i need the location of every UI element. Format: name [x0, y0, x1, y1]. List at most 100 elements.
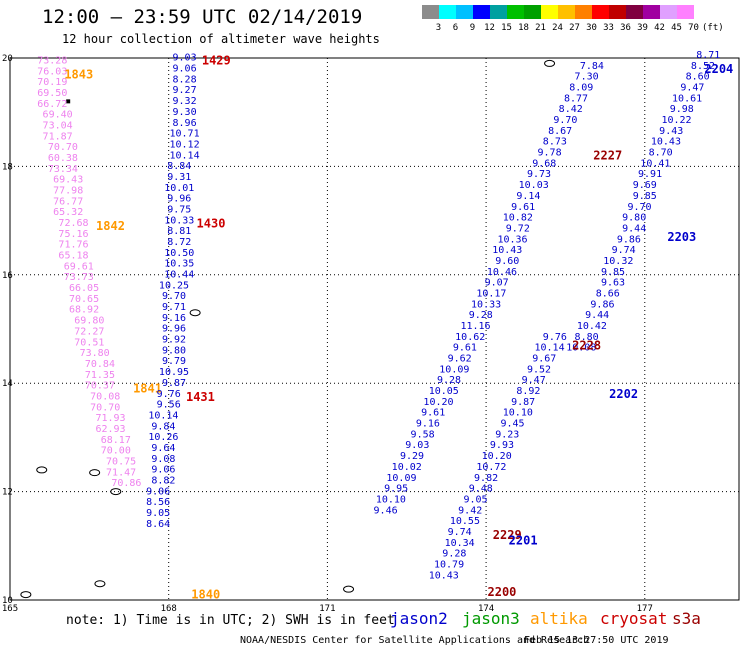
swh-value: 62.93 [95, 424, 125, 435]
swh-value: 9.61 [453, 343, 477, 354]
page-subtitle: 12 hour collection of altimeter wave hei… [62, 32, 380, 46]
swh-value: 9.06 [173, 64, 197, 75]
scale-label: 39 [637, 23, 648, 33]
swh-value: 71.87 [43, 131, 73, 142]
swh-value: 8.60 [686, 72, 710, 83]
pass-label: 1841 [133, 382, 162, 396]
swh-value: 9.82 [474, 473, 498, 484]
swh-value: 10.08 [566, 343, 596, 354]
scale-label: 3 [435, 23, 442, 33]
swh-value: 9.46 [374, 505, 398, 516]
swh-value: 9.05 [146, 508, 170, 519]
pass-label: 2201 [509, 533, 538, 547]
swh-value: 8.66 [596, 288, 620, 299]
swh-value: 8.70 [649, 148, 673, 159]
swh-value: 9.16 [162, 313, 186, 324]
swh-value: 9.56 [157, 400, 181, 411]
swh-value: 9.06 [151, 465, 175, 476]
legend-jason2: jason2 [390, 609, 448, 628]
timestamp-text: Feb 15 13:27:50 UTC 2019 [524, 635, 669, 646]
swh-value: 69.50 [37, 88, 67, 99]
swh-value: 10.43 [651, 137, 681, 148]
swh-value: 68.17 [101, 435, 131, 446]
swh-value: 70.86 [111, 478, 141, 489]
swh-value: 10.03 [519, 180, 549, 191]
swh-value: 10.33 [164, 215, 194, 226]
swh-value: 9.85 [601, 267, 625, 278]
swh-value: 10.09 [386, 473, 416, 484]
swh-value: 65.32 [53, 207, 83, 218]
swh-value: 9.05 [463, 494, 487, 505]
swh-value: 10.22 [661, 115, 691, 126]
x-tick-label: 168 [161, 604, 177, 614]
swh-value: 10.82 [503, 213, 533, 224]
swh-value: 8.64 [146, 519, 170, 530]
swh-value: 8.42 [559, 104, 583, 115]
swh-value: 9.28 [442, 549, 466, 560]
swh-value: 66.72 [37, 99, 67, 110]
swh-value: 10.20 [423, 397, 453, 408]
swh-value: 77.98 [53, 186, 83, 197]
swh-value: 10.44 [164, 270, 194, 281]
swh-value: 8.81 [167, 226, 191, 237]
swh-value: 9.79 [162, 356, 186, 367]
scale-swatch [592, 5, 609, 19]
swh-value: 10.35 [164, 259, 194, 270]
swh-value: 9.29 [400, 451, 424, 462]
swh-value: 9.76 [543, 332, 567, 343]
swh-value: 70.65 [69, 294, 99, 305]
pass-label: 2204 [704, 62, 733, 76]
swh-value: 9.47 [680, 83, 704, 94]
x-tick-label: 165 [2, 604, 18, 614]
swh-value: 9.84 [151, 421, 175, 432]
scale-swatch [694, 5, 711, 19]
y-tick-label: 12 [2, 488, 13, 498]
scale-swatch [575, 5, 592, 19]
swh-value: 9.64 [151, 443, 175, 454]
swh-value: 8.82 [151, 475, 175, 486]
swh-value: 10.33 [471, 299, 501, 310]
swh-value: 8.67 [548, 126, 572, 137]
swh-value: 9.70 [627, 202, 651, 213]
swh-value: 9.28 [437, 375, 461, 386]
swh-value: 9.43 [659, 126, 683, 137]
swh-value: 71.35 [85, 370, 115, 381]
swh-value: 9.44 [622, 223, 646, 234]
swh-value: 8.80 [575, 332, 599, 343]
swh-value: 9.96 [167, 194, 191, 205]
swh-value: 9.80 [622, 213, 646, 224]
swh-value: 8.56 [146, 497, 170, 508]
swh-value: 10.62 [455, 332, 485, 343]
swh-value: 9.03 [173, 53, 197, 64]
swh-value: 8.84 [167, 161, 191, 172]
swh-value: 10.72 [476, 462, 506, 473]
swh-value: 9.44 [585, 310, 609, 321]
swh-value: 9.45 [500, 419, 524, 430]
swh-value: 9.61 [511, 202, 535, 213]
swh-value: 10.41 [640, 158, 670, 169]
pass-label: 1429 [202, 54, 231, 68]
y-tick-label: 18 [2, 162, 13, 172]
swh-value: 9.73 [527, 169, 551, 180]
y-tick-label: 10 [2, 596, 13, 606]
y-tick-label: 16 [2, 271, 13, 281]
swh-value: 10.14 [535, 343, 565, 354]
swh-value: 9.30 [173, 107, 197, 118]
swh-value: 9.86 [590, 299, 614, 310]
swh-value: 73.28 [37, 55, 67, 66]
scale-swatch [677, 5, 694, 19]
scale-label: 6 [452, 23, 459, 33]
swh-value: 9.28 [469, 310, 493, 321]
x-tick-label: 174 [478, 604, 494, 614]
swh-value: 73.73 [64, 272, 94, 283]
swh-value: 9.87 [511, 397, 535, 408]
swh-value: 10.26 [148, 432, 178, 443]
swh-value: 70.00 [101, 446, 131, 457]
swh-value: 70.84 [85, 359, 115, 370]
swh-value: 9.87 [162, 378, 186, 389]
swh-value: 9.60 [495, 256, 519, 267]
swh-value: 8.96 [173, 118, 197, 129]
swh-value: 73.34 [48, 164, 78, 175]
island-outline [20, 591, 32, 599]
